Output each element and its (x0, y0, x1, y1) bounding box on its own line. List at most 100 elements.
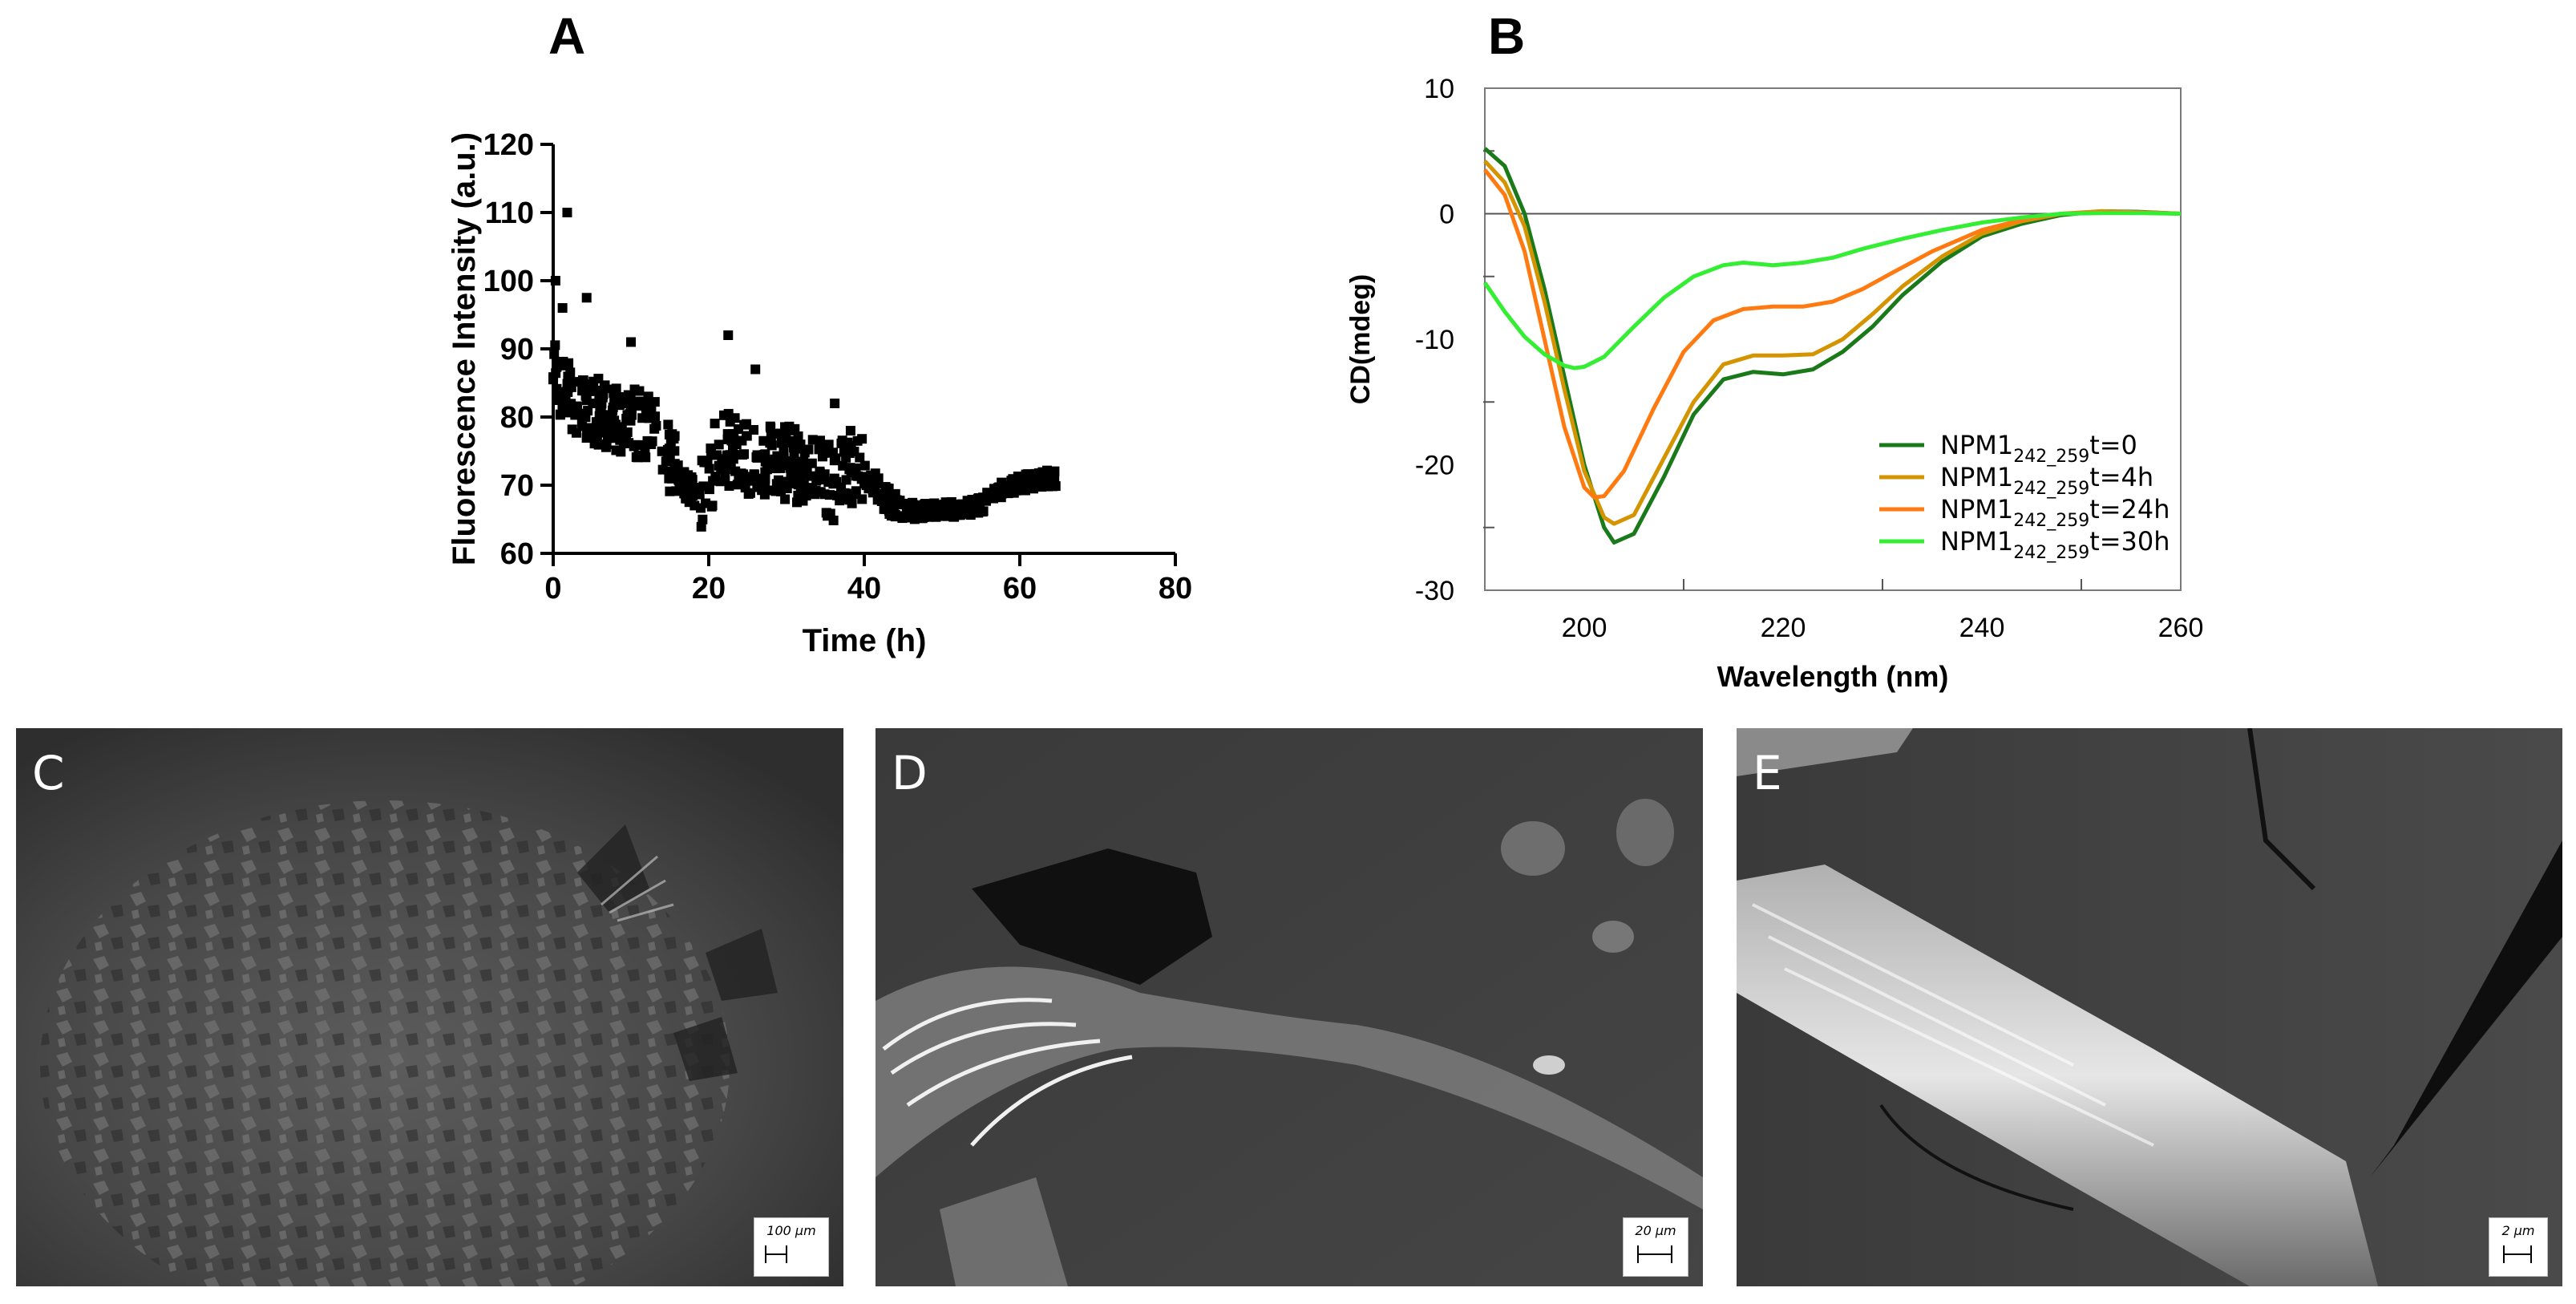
data-point (859, 460, 870, 471)
y-axis-label: CD(mdeg) (1345, 274, 1376, 404)
data-point-outlier (557, 303, 568, 313)
x-tick-label: 60 (1003, 572, 1037, 605)
y-tick-label: 70 (500, 469, 534, 503)
data-point (883, 486, 893, 496)
data-point (860, 475, 871, 485)
data-point-outlier (626, 337, 636, 347)
data-point (828, 447, 839, 458)
panel-label-a: A (548, 7, 586, 65)
data-point (841, 475, 851, 485)
data-point (623, 390, 633, 400)
data-point (561, 387, 572, 397)
sem-micrograph-e: E 2 μm (1737, 728, 2562, 1286)
data-point (1021, 469, 1031, 480)
data-point (581, 433, 592, 443)
data-point (775, 463, 786, 473)
panel-label-b: B (1488, 7, 1526, 65)
data-point (641, 403, 651, 413)
data-point (950, 506, 960, 516)
sem-label-e: E (1753, 746, 1782, 800)
data-point (841, 452, 851, 463)
y-tick-label: 110 (485, 196, 534, 230)
data-point (665, 486, 675, 496)
data-point (611, 383, 621, 394)
x-tick-label: 0 (544, 572, 561, 605)
scale-bar-d: 20 μm (1623, 1217, 1688, 1277)
data-point (795, 488, 806, 499)
legend-label: NPM1242_259t=30h (1940, 526, 2170, 563)
sem-image-e (1737, 728, 2562, 1286)
data-point (724, 480, 734, 491)
data-point (815, 468, 825, 478)
data-point (665, 452, 675, 463)
fluorescence-scatter-chart: 60 70 80 90 100 110 120 0 20 40 60 80 Time (h) Fluore… (447, 128, 1192, 658)
x-tick-label: 80 (1159, 572, 1192, 605)
data-point (633, 396, 644, 407)
data-point (780, 425, 791, 435)
data-point (851, 486, 861, 496)
data-point (617, 422, 627, 432)
data-point (920, 499, 931, 509)
x-tick-label: 200 (1562, 613, 1607, 643)
data-point (826, 476, 836, 487)
data-point (630, 439, 641, 450)
data-point (815, 435, 825, 446)
series-line (1482, 211, 2182, 371)
scale-bar-c: 100 μm (754, 1217, 829, 1277)
data-point (776, 438, 787, 448)
data-point (730, 413, 740, 423)
data-point (583, 406, 593, 416)
data-point (593, 439, 604, 450)
data-point (651, 420, 661, 431)
data-point (829, 456, 839, 466)
data-point (778, 446, 789, 456)
x-axis-label: Time (h) (803, 623, 927, 658)
data-point (611, 445, 621, 456)
data-point (633, 452, 643, 463)
data-point (1033, 474, 1044, 484)
data-point (714, 439, 724, 450)
data-point-outlier (723, 330, 734, 340)
data-point (884, 505, 894, 516)
data-point (667, 429, 677, 439)
data-point-outlier (550, 276, 560, 286)
data-point (714, 460, 724, 471)
y-axis-label: Fluorescence Intensity (a.u.) (447, 132, 482, 565)
data-point (788, 459, 799, 469)
y-tick-label: -10 (1415, 325, 1454, 355)
data-point (760, 456, 770, 467)
data-point (968, 508, 978, 518)
data-point (663, 419, 673, 430)
x-axis-label: Wavelength (nm) (1717, 660, 1949, 693)
sem-label-d: D (892, 746, 928, 800)
scale-bar-label-e: 2 μm (2501, 1223, 2535, 1238)
data-point-outlier (830, 399, 840, 408)
data-point (973, 500, 984, 510)
data-point (774, 455, 785, 465)
data-point (793, 431, 803, 441)
data-point (796, 470, 807, 480)
data-point (937, 500, 948, 511)
data-point (572, 401, 582, 411)
data-point (807, 435, 818, 445)
series-line (1483, 147, 2182, 545)
scale-bar-e: 2 μm (2489, 1217, 2548, 1277)
data-point (570, 410, 580, 420)
plot-frame (1484, 87, 2182, 591)
y-tick-label: 100 (483, 265, 534, 298)
data-point (795, 439, 806, 450)
data-point (688, 486, 698, 496)
data-point (720, 472, 730, 483)
sem-micrograph-d: D 20 μm (876, 728, 1703, 1286)
y-tick-label: 120 (483, 128, 534, 162)
data-point (552, 395, 562, 406)
data-point (836, 482, 847, 492)
data-point (743, 488, 754, 499)
data-point (1049, 466, 1060, 476)
x-tick-label: 240 (1959, 613, 2005, 643)
data-point (799, 456, 809, 467)
data-point (1050, 481, 1061, 492)
data-point-outlier (581, 293, 592, 303)
sem-image-d (876, 728, 1703, 1286)
data-point (697, 456, 707, 466)
